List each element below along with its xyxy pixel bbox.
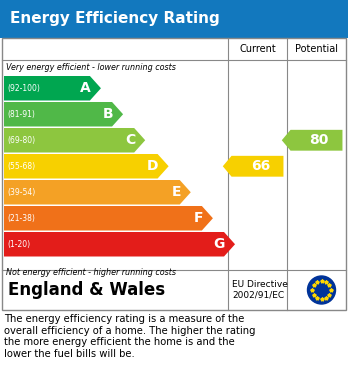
- Polygon shape: [4, 206, 213, 231]
- Text: (55-68): (55-68): [7, 162, 35, 171]
- Text: Current: Current: [239, 44, 276, 54]
- Text: F: F: [193, 211, 203, 225]
- Polygon shape: [4, 102, 123, 127]
- Text: Energy Efficiency Rating: Energy Efficiency Rating: [10, 11, 220, 27]
- Text: Very energy efficient - lower running costs: Very energy efficient - lower running co…: [6, 63, 176, 72]
- Text: E: E: [171, 185, 181, 199]
- Polygon shape: [223, 156, 284, 177]
- Text: 80: 80: [309, 133, 328, 147]
- Polygon shape: [4, 128, 145, 152]
- Text: The energy efficiency rating is a measure of the
overall efficiency of a home. T: The energy efficiency rating is a measur…: [4, 314, 255, 359]
- Text: (92-100): (92-100): [7, 84, 40, 93]
- Polygon shape: [4, 232, 235, 256]
- Polygon shape: [4, 154, 169, 179]
- Text: EU Directive
2002/91/EC: EU Directive 2002/91/EC: [232, 280, 288, 300]
- Circle shape: [308, 276, 335, 304]
- Text: England & Wales: England & Wales: [8, 281, 165, 299]
- Polygon shape: [282, 130, 342, 151]
- Text: (81-91): (81-91): [7, 110, 35, 119]
- Text: (21-38): (21-38): [7, 214, 35, 223]
- Bar: [0, 0, 348, 38]
- Text: D: D: [147, 159, 159, 173]
- Polygon shape: [4, 76, 101, 100]
- Text: (69-80): (69-80): [7, 136, 35, 145]
- Text: (39-54): (39-54): [7, 188, 35, 197]
- Text: B: B: [103, 107, 113, 121]
- Text: A: A: [80, 81, 91, 95]
- Text: (1-20): (1-20): [7, 240, 30, 249]
- Text: Not energy efficient - higher running costs: Not energy efficient - higher running co…: [6, 268, 176, 277]
- Bar: [2, 38, 346, 310]
- Text: Potential: Potential: [295, 44, 338, 54]
- Text: 66: 66: [251, 159, 270, 173]
- Text: G: G: [214, 237, 225, 251]
- Polygon shape: [4, 180, 191, 204]
- Text: C: C: [125, 133, 135, 147]
